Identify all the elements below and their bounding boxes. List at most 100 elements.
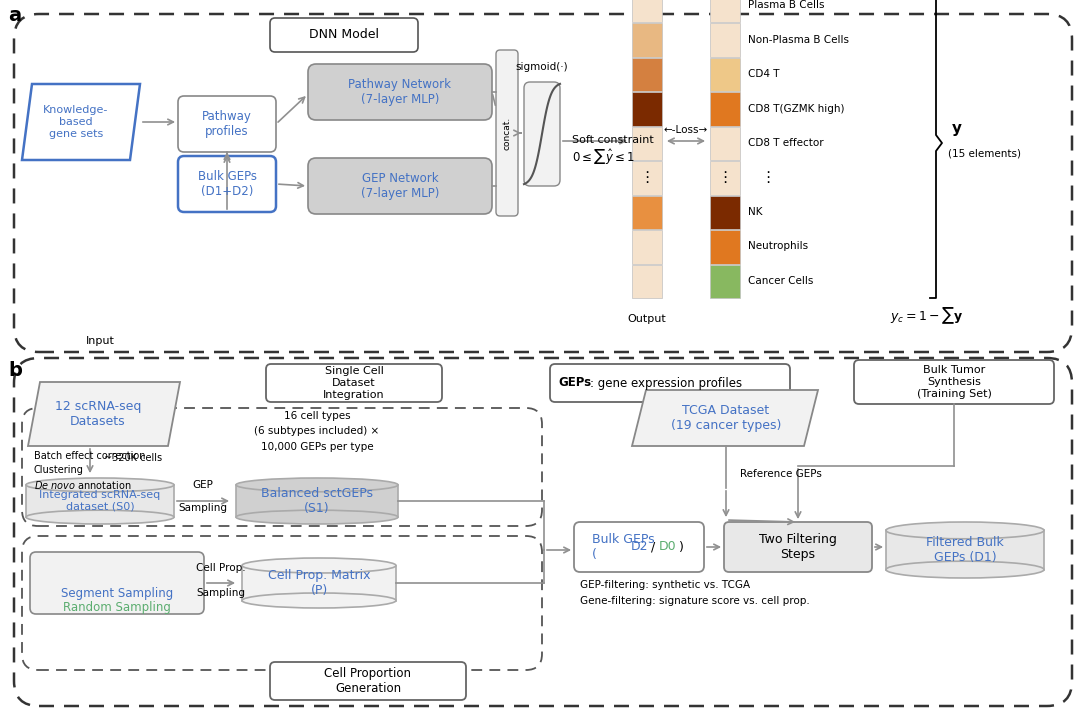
Bar	[632, 161, 662, 195]
Text: GEPs: GEPs	[558, 377, 591, 390]
Text: Cell Prop. Matrix
(P): Cell Prop. Matrix (P)	[268, 569, 370, 597]
Text: ⋮: ⋮	[760, 170, 775, 185]
FancyBboxPatch shape	[496, 50, 518, 216]
Text: Non-Plasma B Cells: Non-Plasma B Cells	[748, 34, 849, 44]
Text: Balanced sctGEPs
(S1): Balanced sctGEPs (S1)	[261, 487, 372, 515]
Text: ⋮: ⋮	[718, 170, 733, 185]
Text: Cancer Cells: Cancer Cells	[748, 276, 813, 286]
Text: Cell Prop.: Cell Prop.	[197, 563, 245, 573]
Text: CD8 T(GZMK high): CD8 T(GZMK high)	[748, 104, 845, 114]
Bar	[710, 92, 740, 126]
Text: 16 cell types: 16 cell types	[283, 411, 351, 421]
Text: Cell Proportion
Generation: Cell Proportion Generation	[325, 667, 412, 695]
Ellipse shape	[236, 511, 397, 524]
FancyBboxPatch shape	[574, 522, 704, 572]
Text: Pathway
profiles: Pathway profiles	[202, 110, 252, 138]
Text: Clustering: Clustering	[34, 465, 84, 475]
FancyBboxPatch shape	[525, 82, 560, 186]
Bar	[632, 24, 662, 57]
Text: Sampling: Sampling	[197, 588, 245, 598]
FancyBboxPatch shape	[178, 96, 276, 152]
FancyBboxPatch shape	[270, 662, 466, 700]
Ellipse shape	[242, 593, 396, 608]
Text: TCGA Dataset
(19 cancer types): TCGA Dataset (19 cancer types)	[671, 404, 781, 432]
Text: $\it{De\ novo}$ annotation: $\it{De\ novo}$ annotation	[34, 479, 131, 491]
Bar	[710, 195, 740, 229]
Bar	[632, 92, 662, 126]
Text: Sampling: Sampling	[178, 503, 227, 513]
Bar	[710, 161, 740, 195]
Text: Bulk Tumor
Synthesis
(Training Set): Bulk Tumor Synthesis (Training Set)	[917, 365, 992, 399]
FancyBboxPatch shape	[30, 552, 204, 614]
Ellipse shape	[26, 478, 174, 492]
Bar	[26, 485, 174, 517]
Text: Filtered Bulk
GEPs (D1): Filtered Bulk GEPs (D1)	[926, 536, 1003, 564]
Bar	[242, 566, 396, 601]
FancyBboxPatch shape	[178, 156, 276, 212]
Text: (15 elements): (15 elements)	[948, 148, 1021, 158]
Bar	[632, 0, 662, 22]
Bar	[632, 230, 662, 263]
Text: ~320K cells: ~320K cells	[104, 453, 162, 463]
Text: y: y	[952, 122, 962, 137]
Text: Integrated scRNA-seq
dataset (S0): Integrated scRNA-seq dataset (S0)	[39, 490, 161, 512]
Polygon shape	[22, 84, 140, 160]
Text: /: /	[651, 541, 655, 553]
Text: (6 subtypes included) ×: (6 subtypes included) ×	[254, 426, 380, 436]
Text: Input: Input	[86, 336, 114, 346]
Ellipse shape	[236, 478, 397, 492]
Text: $y_c = 1 - \sum \mathbf{y}$: $y_c = 1 - \sum \mathbf{y}$	[891, 306, 963, 326]
Text: Single Cell
Dataset
Integration: Single Cell Dataset Integration	[324, 367, 384, 400]
Text: concat.: concat.	[503, 117, 512, 150]
Text: Bulk GEPs
(: Bulk GEPs (	[592, 533, 655, 561]
Polygon shape	[632, 390, 818, 446]
Text: Plasma B Cells: Plasma B Cells	[748, 0, 824, 10]
Text: Knowledge-
based
gene sets: Knowledge- based gene sets	[43, 105, 109, 139]
Text: Reference GEPs: Reference GEPs	[740, 469, 822, 479]
Bar	[710, 0, 740, 22]
Text: Random Sampling: Random Sampling	[63, 601, 171, 614]
Ellipse shape	[886, 561, 1044, 578]
Text: ): )	[679, 541, 684, 553]
Bar	[632, 264, 662, 298]
Polygon shape	[28, 382, 180, 446]
Text: Pathway Network
(7-layer MLP): Pathway Network (7-layer MLP)	[349, 78, 452, 106]
Bar	[710, 24, 740, 57]
Text: 12 scRNA-seq
Datasets: 12 scRNA-seq Datasets	[54, 400, 141, 428]
Text: 10,000 GEPs per type: 10,000 GEPs per type	[261, 442, 374, 452]
FancyBboxPatch shape	[266, 364, 442, 402]
Text: ⋮: ⋮	[640, 170, 655, 185]
Bar	[632, 127, 662, 160]
FancyBboxPatch shape	[308, 64, 492, 120]
Bar	[710, 58, 740, 92]
Text: : gene expression profiles: : gene expression profiles	[590, 377, 742, 390]
Bar	[632, 195, 662, 229]
Ellipse shape	[242, 558, 396, 573]
Text: Segment Sampling: Segment Sampling	[61, 588, 173, 601]
FancyBboxPatch shape	[270, 18, 418, 52]
Text: GEP-filtering: synthetic vs. TCGA: GEP-filtering: synthetic vs. TCGA	[580, 580, 750, 590]
Text: D0: D0	[659, 541, 677, 553]
Ellipse shape	[886, 522, 1044, 539]
Text: CD4 T: CD4 T	[748, 69, 780, 79]
Text: sigmoid(·): sigmoid(·)	[516, 62, 568, 72]
Text: $0 \leq \sum\hat{y} \leq 1$: $0 \leq \sum\hat{y} \leq 1$	[572, 147, 635, 165]
Text: Two Filtering
Steps: Two Filtering Steps	[759, 533, 837, 561]
FancyBboxPatch shape	[724, 522, 872, 572]
Text: Batch effect correction: Batch effect correction	[34, 451, 146, 461]
Text: DNN Model: DNN Model	[310, 29, 379, 42]
Text: NK: NK	[748, 207, 762, 217]
Ellipse shape	[26, 511, 174, 524]
Text: D2: D2	[631, 541, 648, 553]
Bar	[886, 531, 1044, 570]
Bar	[710, 127, 740, 160]
Text: GEP: GEP	[192, 480, 214, 490]
Text: Neutrophils: Neutrophils	[748, 241, 808, 251]
FancyBboxPatch shape	[550, 364, 790, 402]
Bar	[710, 230, 740, 263]
Text: Output: Output	[628, 314, 667, 324]
Bar	[236, 485, 397, 517]
Text: CD8 T effector: CD8 T effector	[748, 138, 823, 148]
FancyBboxPatch shape	[854, 360, 1055, 404]
Bar	[710, 264, 740, 298]
